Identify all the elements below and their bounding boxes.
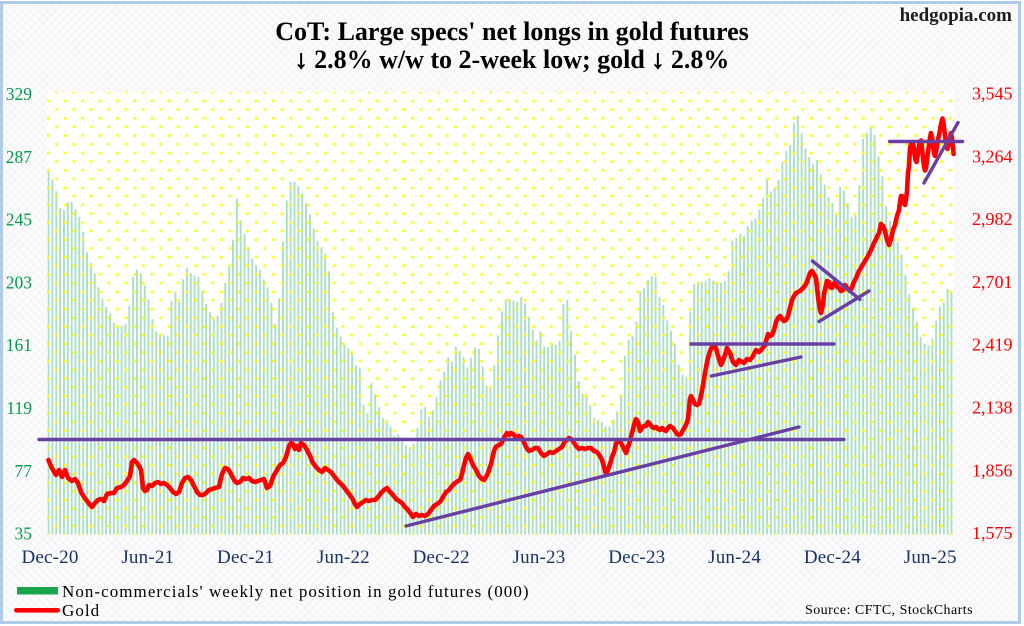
svg-text:Dec-20: Dec-20 xyxy=(21,547,78,568)
svg-text:3,545: 3,545 xyxy=(972,84,1013,104)
svg-text:2,701: 2,701 xyxy=(972,272,1013,292)
svg-text:203: 203 xyxy=(6,272,33,292)
svg-text:Dec-24: Dec-24 xyxy=(804,547,861,568)
svg-text:2,982: 2,982 xyxy=(972,209,1013,229)
svg-text:77: 77 xyxy=(15,461,33,481)
svg-text:Dec-23: Dec-23 xyxy=(608,547,665,568)
svg-text:1,575: 1,575 xyxy=(972,523,1013,543)
svg-text:119: 119 xyxy=(6,398,32,418)
svg-text:Jun-25: Jun-25 xyxy=(904,547,957,568)
svg-text:Dec-22: Dec-22 xyxy=(413,547,470,568)
svg-text:1,856: 1,856 xyxy=(972,460,1013,480)
svg-text:161: 161 xyxy=(6,335,32,355)
svg-text:Jun-22: Jun-22 xyxy=(317,547,370,568)
svg-text:287: 287 xyxy=(6,147,33,167)
svg-text:Dec-21: Dec-21 xyxy=(217,547,274,568)
svg-text:Jun-21: Jun-21 xyxy=(121,547,174,568)
svg-text:35: 35 xyxy=(15,524,33,544)
svg-text:Jun-23: Jun-23 xyxy=(513,547,566,568)
svg-text:3,264: 3,264 xyxy=(972,146,1013,166)
svg-text:245: 245 xyxy=(6,210,33,230)
svg-text:2,419: 2,419 xyxy=(972,335,1013,355)
svg-text:329: 329 xyxy=(6,84,33,104)
svg-text:Jun-24: Jun-24 xyxy=(708,547,761,568)
svg-text:2,138: 2,138 xyxy=(972,398,1013,418)
